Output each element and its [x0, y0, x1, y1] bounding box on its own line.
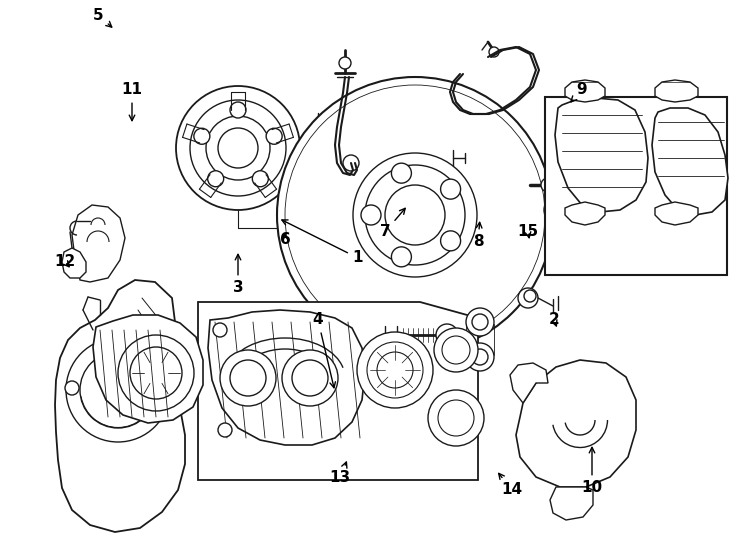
Circle shape: [343, 163, 361, 181]
Text: 3: 3: [233, 254, 243, 295]
Circle shape: [541, 178, 555, 192]
Text: 4: 4: [313, 313, 335, 388]
Circle shape: [434, 328, 478, 372]
Polygon shape: [516, 360, 636, 487]
Circle shape: [252, 171, 269, 187]
Polygon shape: [510, 363, 548, 403]
Circle shape: [544, 196, 572, 224]
Circle shape: [292, 360, 328, 396]
Circle shape: [339, 57, 351, 69]
Circle shape: [208, 171, 224, 187]
Circle shape: [436, 324, 458, 346]
Circle shape: [118, 335, 194, 411]
Circle shape: [438, 400, 474, 436]
Circle shape: [176, 86, 300, 210]
Circle shape: [472, 349, 488, 365]
Circle shape: [343, 155, 359, 171]
Circle shape: [220, 350, 276, 406]
Circle shape: [377, 352, 413, 388]
Circle shape: [428, 390, 484, 446]
Polygon shape: [62, 248, 86, 278]
Text: 2: 2: [548, 313, 559, 327]
Circle shape: [190, 100, 286, 196]
Circle shape: [391, 247, 411, 267]
Text: 8: 8: [473, 222, 483, 249]
Circle shape: [367, 342, 423, 398]
Circle shape: [343, 111, 361, 129]
Circle shape: [66, 338, 170, 442]
Circle shape: [391, 163, 411, 183]
Polygon shape: [208, 310, 365, 445]
Polygon shape: [72, 205, 125, 282]
Circle shape: [206, 116, 270, 180]
Circle shape: [361, 205, 381, 225]
Text: 12: 12: [54, 254, 76, 269]
Circle shape: [213, 323, 227, 337]
Circle shape: [130, 347, 182, 399]
Circle shape: [549, 201, 567, 219]
Circle shape: [218, 128, 258, 168]
Circle shape: [385, 185, 445, 245]
Text: 6: 6: [280, 233, 291, 247]
Circle shape: [489, 47, 499, 57]
Polygon shape: [652, 108, 728, 215]
Circle shape: [357, 332, 433, 408]
Circle shape: [65, 381, 79, 395]
Text: 5: 5: [92, 8, 112, 27]
Circle shape: [230, 360, 266, 396]
Circle shape: [466, 308, 494, 336]
Text: 10: 10: [581, 447, 603, 496]
Polygon shape: [93, 315, 203, 423]
Bar: [545, 97, 727, 275]
Polygon shape: [655, 80, 698, 102]
Circle shape: [285, 85, 545, 345]
Text: 1: 1: [282, 220, 363, 266]
Circle shape: [277, 77, 553, 353]
Text: 14: 14: [498, 474, 523, 497]
Circle shape: [194, 129, 210, 144]
Circle shape: [466, 343, 494, 371]
Text: 9: 9: [571, 83, 587, 102]
Circle shape: [442, 336, 470, 364]
Circle shape: [218, 423, 232, 437]
Circle shape: [282, 350, 338, 406]
Circle shape: [230, 102, 246, 118]
Circle shape: [440, 231, 461, 251]
Polygon shape: [655, 202, 698, 225]
Circle shape: [518, 288, 538, 308]
Polygon shape: [550, 487, 593, 520]
Text: 15: 15: [517, 225, 539, 240]
Circle shape: [440, 179, 461, 199]
Text: 11: 11: [122, 83, 142, 120]
Polygon shape: [55, 280, 185, 532]
Circle shape: [365, 165, 465, 265]
Text: 13: 13: [330, 462, 351, 485]
Polygon shape: [198, 302, 478, 480]
Circle shape: [353, 153, 477, 277]
Circle shape: [80, 352, 156, 428]
Circle shape: [472, 314, 488, 330]
Polygon shape: [565, 202, 605, 225]
Circle shape: [266, 129, 282, 144]
Text: 7: 7: [379, 208, 405, 240]
Circle shape: [524, 290, 536, 302]
Polygon shape: [565, 80, 605, 102]
Polygon shape: [555, 98, 648, 212]
